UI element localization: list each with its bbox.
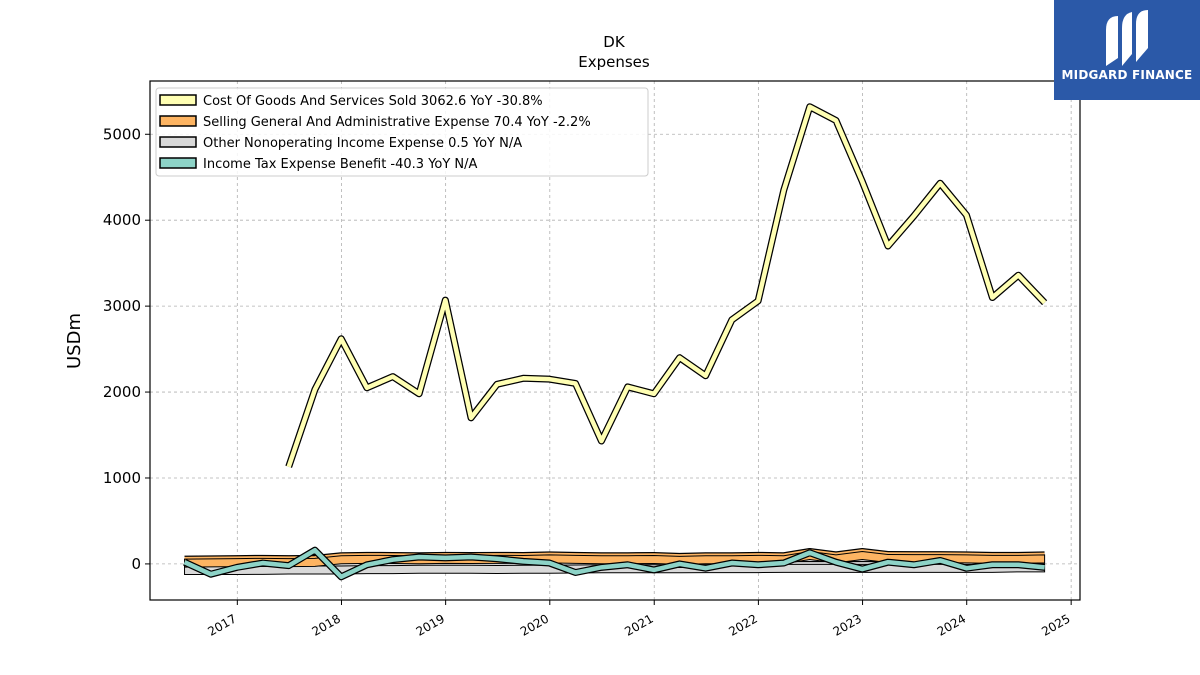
legend-swatch — [159, 94, 197, 106]
x-tick-label: 2021 — [622, 611, 655, 638]
x-tick-label: 2017 — [205, 611, 238, 638]
brand-logo: MIDGARD FINANCE — [1054, 0, 1200, 100]
series-cost-of-goods-and-services-sold — [285, 103, 1048, 468]
y-tick-label: 4000 — [103, 211, 141, 229]
legend-label: Selling General And Administrative Expen… — [203, 115, 591, 130]
y-tick-label: 1000 — [103, 469, 141, 487]
series-line — [183, 547, 1045, 580]
x-tick-label: 2022 — [726, 611, 759, 638]
brand-name: MIDGARD FINANCE — [1061, 68, 1193, 82]
midgard-m-logo-icon — [1106, 10, 1148, 66]
plot-frame — [149, 80, 1081, 601]
x-tick-label: 2025 — [1039, 611, 1072, 638]
x-tick-label: 2019 — [414, 611, 447, 638]
legend-swatch — [159, 136, 197, 148]
y-axis: 0 1000 2000 3000 4000 5000 — [103, 125, 150, 573]
y-tick-label: 0 — [131, 555, 141, 573]
legend-label: Income Tax Expense Benefit -40.3 YoY N/A — [203, 157, 478, 172]
legend-swatch — [159, 157, 197, 169]
y-tick-label: 5000 — [103, 125, 141, 143]
chart-title: DK — [603, 33, 626, 51]
chart-subtitle: Expenses — [578, 53, 650, 71]
y-tick-label: 2000 — [103, 383, 141, 401]
series-income-tax-expense-benefit — [183, 546, 1045, 581]
plot-area — [183, 103, 1048, 581]
x-tick-label: 2023 — [831, 611, 864, 638]
legend-swatch — [159, 115, 197, 127]
y-tick-label: 3000 — [103, 297, 141, 315]
legend: Cost Of Goods And Services Sold 3062.6 Y… — [155, 87, 649, 177]
legend-box — [155, 87, 649, 177]
x-tick-label: 2024 — [935, 611, 968, 638]
y-axis-label: USDm — [64, 313, 85, 369]
x-axis: 2017 2018 2019 2020 2021 2022 2023 2024 2025 — [205, 600, 1073, 639]
x-tick-label: 2020 — [518, 611, 551, 638]
legend-label: Other Nonoperating Income Expense 0.5 Yo… — [203, 136, 522, 151]
series-line — [286, 104, 1047, 468]
x-tick-label: 2018 — [310, 611, 343, 638]
legend-label: Cost Of Goods And Services Sold 3062.6 Y… — [203, 94, 543, 109]
